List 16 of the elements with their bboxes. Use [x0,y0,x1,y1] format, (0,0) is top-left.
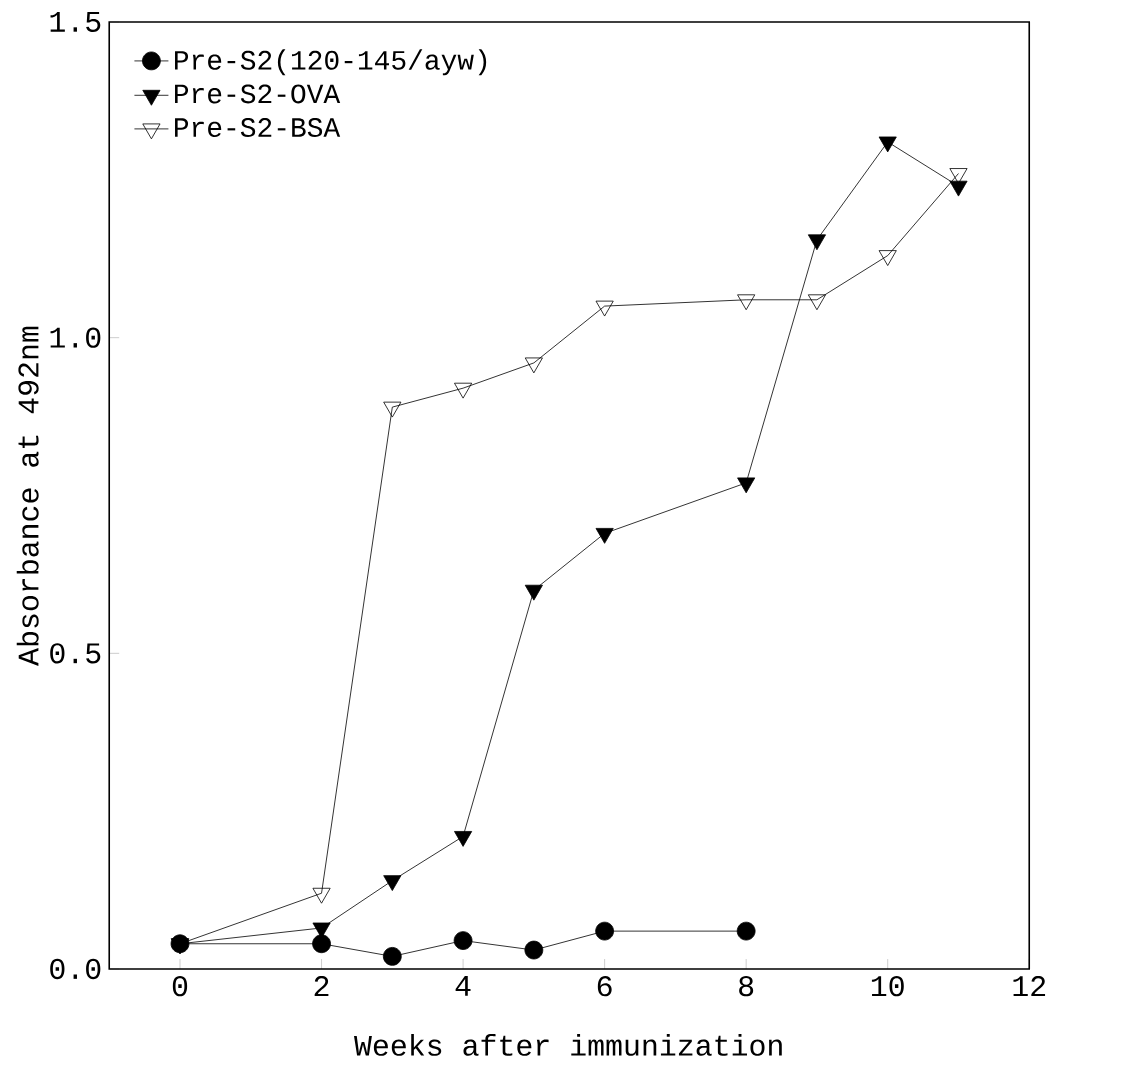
y-tick-label: 0.0 [50,958,101,980]
x-tick-label: 2 [314,976,329,997]
x-tick-label: 0 [172,976,188,997]
x-tick-label: 4 [455,976,471,996]
y-tick-label: 1.0 [50,327,101,348]
legend-label: Pre-S2-OVA [175,84,341,104]
x-tick-label: 8 [739,976,754,997]
x-axis-title: Weeks after immunization [354,1033,782,1056]
legend-label: Pre-S2(120-145/ayw) [175,49,487,76]
y-tick-label: 0.5 [50,643,101,664]
x-tick-label: 12 [1013,976,1046,997]
legend-label: Pre-S2-BSA [175,118,341,138]
x-tick-label: 6 [597,976,612,997]
x-tick-label: 10 [871,976,904,997]
y-tick-label: 1.5 [50,12,101,32]
y-axis-title: Absorbance at 492nm [16,326,39,666]
